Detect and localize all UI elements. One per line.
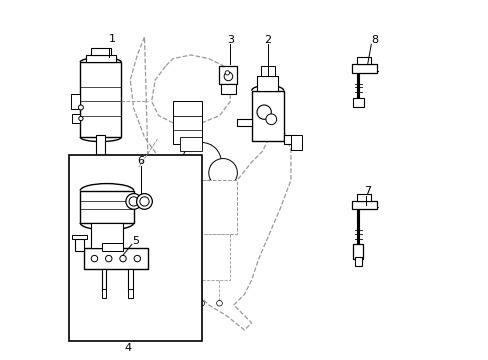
Bar — [72, 235, 86, 239]
Bar — [83, 248, 148, 269]
Bar — [219, 66, 237, 84]
Text: 2: 2 — [264, 35, 271, 45]
Circle shape — [134, 255, 140, 262]
Bar — [351, 64, 376, 73]
Bar — [102, 289, 106, 298]
Text: 5: 5 — [132, 237, 139, 247]
Bar — [91, 48, 110, 55]
Bar — [221, 84, 235, 94]
Text: 4: 4 — [124, 343, 132, 353]
Bar — [85, 55, 116, 62]
Circle shape — [216, 300, 222, 306]
Circle shape — [129, 197, 138, 206]
Circle shape — [181, 300, 186, 306]
Bar — [351, 201, 376, 208]
Circle shape — [189, 150, 214, 175]
Text: 6: 6 — [137, 156, 144, 166]
Circle shape — [265, 114, 276, 125]
Bar — [283, 135, 298, 144]
Circle shape — [136, 194, 152, 209]
Bar — [260, 66, 274, 76]
Bar — [353, 244, 363, 258]
Bar — [102, 269, 106, 291]
Circle shape — [125, 194, 142, 209]
Text: 3: 3 — [226, 35, 233, 45]
Bar — [237, 119, 251, 126]
Bar — [75, 239, 83, 251]
Bar — [71, 94, 80, 109]
Bar — [91, 223, 123, 248]
Bar — [69, 155, 201, 341]
Circle shape — [182, 143, 221, 182]
Bar — [180, 137, 201, 152]
Bar — [80, 191, 134, 223]
Bar — [180, 234, 230, 280]
Bar — [173, 180, 237, 234]
Bar — [353, 98, 364, 107]
Bar — [354, 257, 361, 266]
Text: 1: 1 — [109, 34, 116, 44]
Circle shape — [208, 158, 237, 187]
Bar — [290, 135, 301, 150]
Bar — [356, 194, 370, 201]
Bar — [173, 102, 201, 144]
Circle shape — [225, 71, 229, 75]
Bar — [72, 114, 80, 123]
Circle shape — [224, 72, 232, 81]
Circle shape — [120, 255, 126, 262]
Bar — [102, 243, 123, 251]
Bar — [128, 289, 132, 298]
Circle shape — [79, 116, 83, 121]
Circle shape — [91, 255, 98, 262]
Bar — [257, 76, 278, 91]
Circle shape — [257, 105, 271, 119]
Text: 8: 8 — [370, 35, 378, 45]
Bar — [80, 62, 121, 137]
Circle shape — [140, 197, 149, 206]
Circle shape — [105, 255, 112, 262]
Circle shape — [214, 164, 231, 182]
Circle shape — [198, 300, 204, 306]
Bar — [356, 57, 370, 64]
Text: 7: 7 — [364, 186, 370, 197]
Bar — [128, 269, 132, 291]
Bar — [96, 135, 105, 155]
Bar — [251, 91, 283, 141]
Circle shape — [78, 105, 83, 110]
